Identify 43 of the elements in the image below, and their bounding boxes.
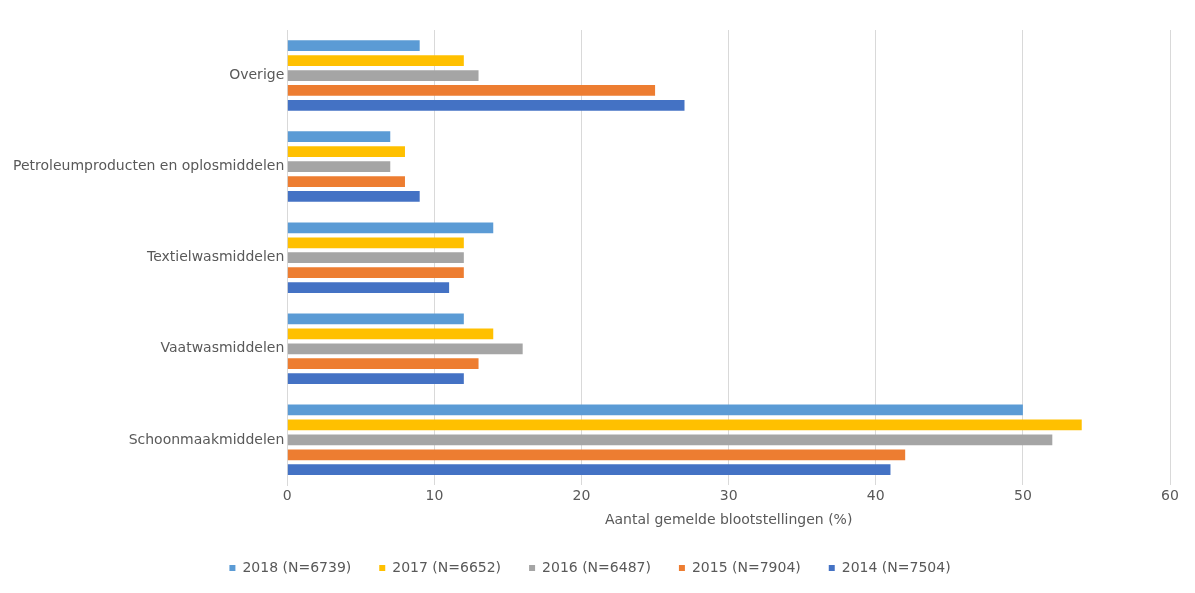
legend-label: 2018 (N=6739) bbox=[242, 558, 352, 575]
bar bbox=[287, 419, 1082, 431]
bar bbox=[287, 252, 464, 264]
legend-label: 2017 (N=6652) bbox=[392, 558, 502, 575]
x-tick-label: 20 bbox=[572, 487, 591, 504]
bar bbox=[287, 282, 450, 293]
bar bbox=[287, 176, 405, 187]
y-tick-label: Overige bbox=[229, 66, 285, 83]
bar bbox=[287, 434, 1053, 446]
bar bbox=[287, 85, 656, 96]
bar bbox=[287, 343, 523, 355]
bar bbox=[287, 146, 405, 158]
x-axis-title: Aantal gemelde blootstellingen (%) bbox=[604, 511, 853, 528]
bar bbox=[287, 328, 494, 340]
x-tick-label: 30 bbox=[719, 487, 738, 504]
bar bbox=[287, 40, 420, 52]
bar bbox=[287, 55, 464, 66]
x-tick-label: 0 bbox=[282, 487, 292, 504]
x-tick-label: 50 bbox=[1013, 487, 1032, 504]
y-tick-label: Textielwasmiddelen bbox=[145, 248, 285, 265]
legend-label: 2016 (N=6487) bbox=[542, 558, 651, 575]
bar bbox=[287, 222, 494, 234]
bar bbox=[287, 313, 464, 325]
legend-label: 2015 (N=7904) bbox=[691, 558, 801, 575]
bar bbox=[287, 373, 464, 385]
y-tick-label: Petroleumproducten en oplosmiddelen bbox=[12, 157, 285, 174]
bar bbox=[287, 267, 464, 279]
bar bbox=[287, 191, 420, 202]
bar bbox=[287, 100, 685, 111]
x-tick-label: 60 bbox=[1161, 487, 1179, 504]
legend-label: 2014 (N=7504) bbox=[841, 558, 951, 575]
bar bbox=[287, 131, 391, 143]
bar bbox=[287, 70, 479, 81]
y-tick-label: Schoonmaakmiddelen bbox=[128, 430, 285, 447]
x-tick-label: 40 bbox=[866, 487, 885, 504]
y-tick-label: Vaatwasmiddelen bbox=[160, 339, 285, 356]
bar bbox=[287, 237, 464, 249]
bar bbox=[287, 464, 891, 476]
bar bbox=[287, 161, 391, 172]
bar bbox=[287, 404, 1023, 416]
bar bbox=[287, 449, 906, 461]
bar bbox=[287, 358, 479, 370]
x-tick-label: 10 bbox=[425, 487, 444, 504]
